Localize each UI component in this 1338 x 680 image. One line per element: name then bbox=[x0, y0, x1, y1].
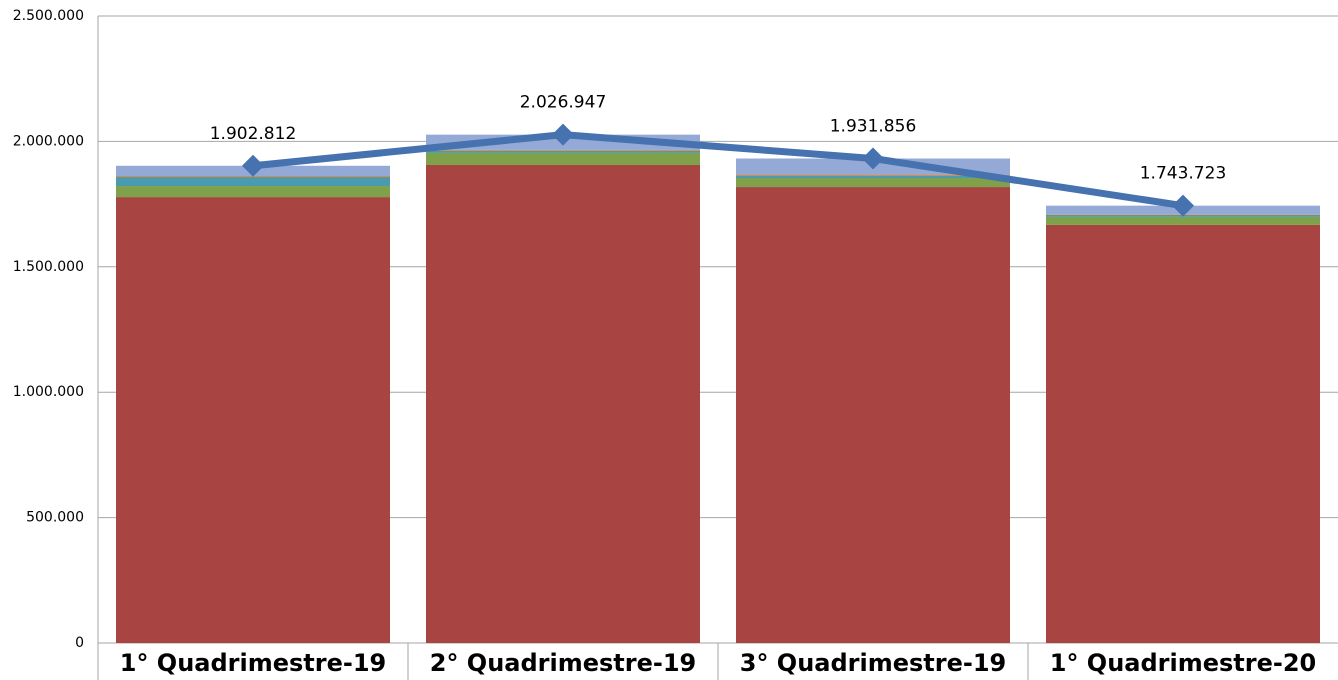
y-tick-label: 2.500.000 bbox=[13, 8, 84, 24]
y-tick-label: 2.000.000 bbox=[13, 133, 84, 149]
y-tick-label: 1.000.000 bbox=[13, 384, 84, 400]
x-tick-label: 3° Quadrimestre-19 bbox=[740, 649, 1007, 677]
line-marker bbox=[862, 147, 884, 170]
bar-segment bbox=[426, 150, 700, 153]
bar-segment bbox=[116, 177, 390, 187]
y-tick-label: 500.000 bbox=[26, 510, 84, 526]
bar-segment bbox=[426, 164, 700, 643]
x-tick-label: 1° Quadrimestre-19 bbox=[120, 649, 387, 677]
bar-segment bbox=[736, 178, 1010, 188]
data-label: 2.026.947 bbox=[520, 93, 607, 113]
bar-segment bbox=[426, 149, 700, 151]
bar-segment bbox=[736, 187, 1010, 643]
y-tick-label: 1.500.000 bbox=[13, 259, 84, 275]
bar-segment bbox=[736, 175, 1010, 177]
data-label: 1.931.856 bbox=[830, 116, 917, 136]
bar-segment bbox=[736, 176, 1010, 179]
line-marker bbox=[1172, 194, 1194, 217]
data-label: 1.743.723 bbox=[1140, 164, 1227, 184]
x-tick-label: 2° Quadrimestre-19 bbox=[430, 649, 697, 677]
data-label: 1.902.812 bbox=[210, 124, 297, 144]
bar-segment bbox=[116, 197, 390, 643]
line-marker bbox=[552, 123, 574, 146]
y-tick-label: 0 bbox=[75, 635, 84, 651]
line-marker bbox=[242, 154, 264, 177]
bar-segment bbox=[116, 186, 390, 198]
bar-segment bbox=[1046, 216, 1320, 225]
total-line bbox=[252, 131, 1184, 210]
x-tick-label: 1° Quadrimestre-20 bbox=[1050, 649, 1317, 677]
bar-segment bbox=[1046, 224, 1320, 644]
bar-segment bbox=[426, 152, 700, 165]
